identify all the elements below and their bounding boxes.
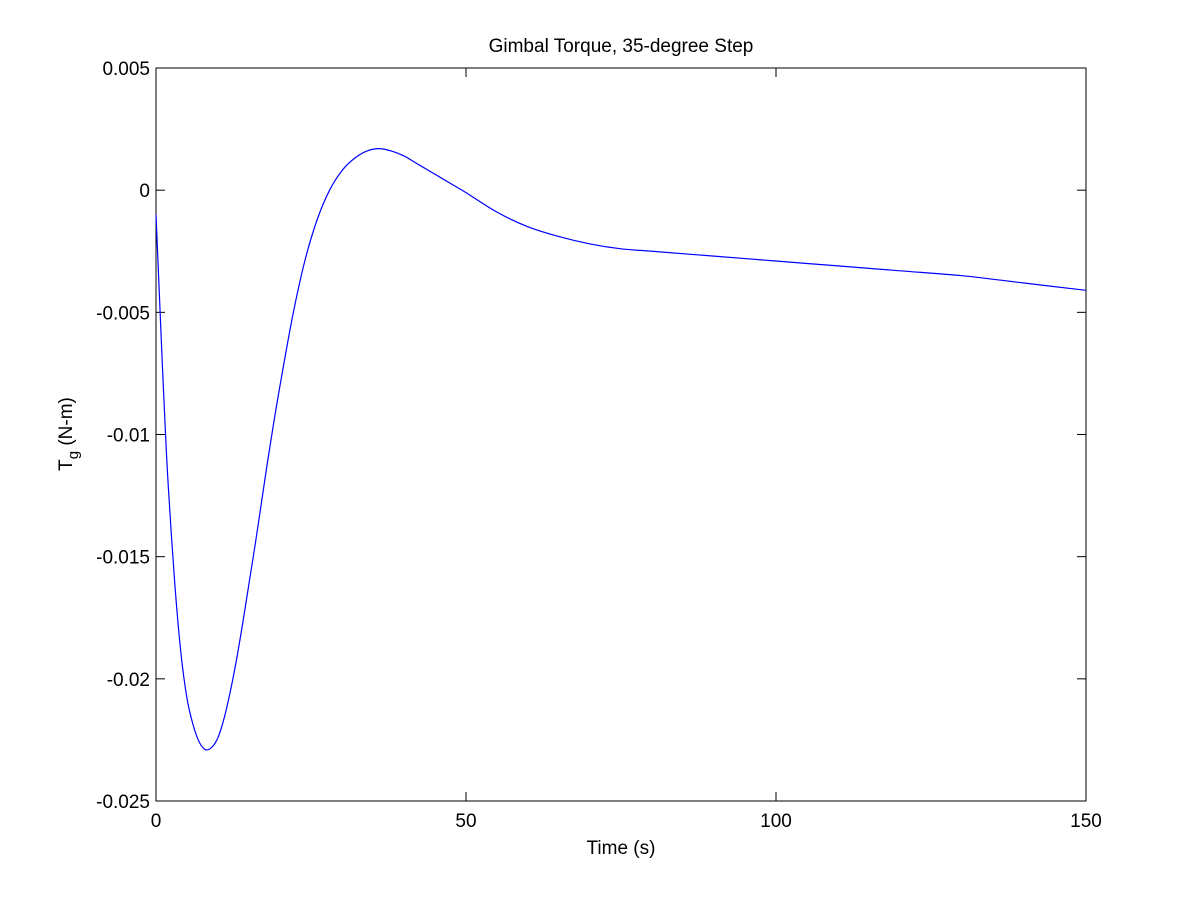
plot-lines	[155, 148, 1087, 751]
series-line-1	[155, 148, 1087, 751]
y-tick-label: -0.015	[96, 548, 150, 569]
y-tick-label: -0.005	[96, 303, 150, 324]
y-axis-label-subscript: g	[65, 451, 82, 459]
x-tick-label: 0	[151, 811, 162, 832]
svg-text:Tg (N-m): Tg (N-m)	[56, 397, 82, 471]
y-tick-label: 0.005	[102, 59, 150, 80]
x-tick-label: 50	[455, 811, 476, 832]
y-axis-label-unit: (N-m)	[56, 397, 77, 446]
x-tick-label: 150	[1070, 811, 1102, 832]
y-axis-label-main: T	[56, 459, 77, 471]
y-tick-label: -0.025	[96, 792, 150, 813]
tick-labels: 0 50 100 150 0.005 0 -0.005 -0.01 -0.015 -0.02 -0.…	[96, 59, 1102, 832]
y-tick-label: -0.02	[107, 670, 150, 691]
x-tick-label: 100	[760, 811, 792, 832]
axes-frame	[155, 67, 1087, 802]
y-tick-label: -0.01	[107, 426, 150, 447]
chart-title: Gimbal Torque, 35-degree Step	[489, 36, 754, 57]
y-tick-label: 0	[139, 181, 150, 202]
y-axis-label: Tg (N-m)	[56, 397, 82, 471]
x-axis-label: Time (s)	[587, 838, 656, 859]
